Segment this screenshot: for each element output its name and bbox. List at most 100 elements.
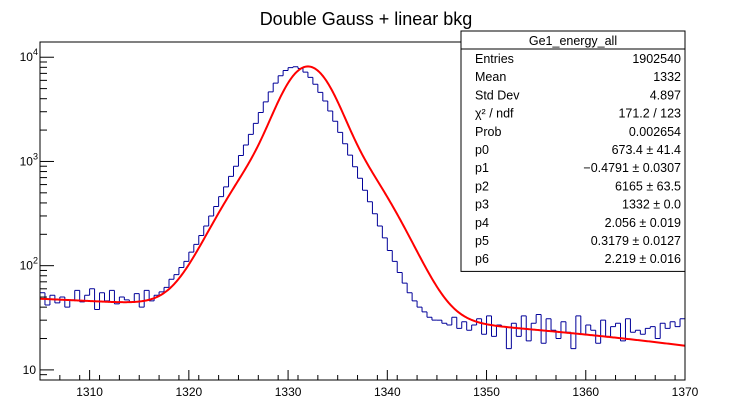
histogram-bin <box>649 326 656 329</box>
chart-title: Double Gauss + linear bkg <box>260 9 473 29</box>
histogram-bin <box>535 314 542 324</box>
histogram-bin <box>659 322 666 339</box>
histogram-bin <box>94 288 100 310</box>
histogram-bin <box>337 121 343 133</box>
stats-row-label: p6 <box>475 252 489 266</box>
stats-box: Ge1_energy_all Entries 1902540 Mean 1332 Std … <box>460 30 686 272</box>
histogram-bin <box>610 326 616 337</box>
histogram-bin <box>634 329 641 333</box>
stats-row-value: 171.2 / 123 <box>618 107 681 121</box>
histogram-bin <box>371 201 378 215</box>
histogram-bin <box>585 324 591 335</box>
histogram-bin <box>322 92 328 102</box>
histogram-bin <box>233 165 239 177</box>
fit-curve <box>39 65 686 347</box>
stats-box-frame <box>460 30 686 272</box>
stats-row-label: Std Dev <box>475 88 520 102</box>
histogram-bin <box>203 225 209 236</box>
stats-row-value: 4.897 <box>650 88 681 102</box>
histogram-bin <box>342 132 348 145</box>
histogram-bin <box>466 321 472 331</box>
histogram-bin <box>376 213 383 227</box>
histogram-bin <box>292 66 298 68</box>
stats-row-value: −0.4791 ± 0.0307 <box>583 161 681 175</box>
stats-row-value: 1902540 <box>632 52 681 66</box>
histogram-bin <box>262 101 269 113</box>
histogram-bin <box>446 323 452 326</box>
histogram-bin <box>406 283 413 294</box>
histogram-bin <box>267 91 274 102</box>
stats-row-value: 2.056 ± 0.019 <box>605 216 681 230</box>
histogram-bin <box>461 321 467 329</box>
stats-row-label: p1 <box>475 161 489 175</box>
stats-row-label: p0 <box>475 143 489 157</box>
stats-row-label: p5 <box>475 234 489 248</box>
histogram-bin <box>104 292 110 302</box>
histogram-bin <box>550 318 556 331</box>
stats-row-value: 673.4 ± 41.4 <box>612 143 681 157</box>
histogram-bin <box>520 315 527 337</box>
x-tick-label: 1340 <box>374 385 401 399</box>
histogram-bin <box>669 321 676 329</box>
histogram-bin <box>188 251 194 262</box>
histogram-bin <box>317 84 323 93</box>
histogram-bin <box>123 297 130 301</box>
histogram-bin <box>391 250 398 262</box>
histogram-bin <box>272 82 279 92</box>
histogram-bin <box>565 321 571 333</box>
histogram-bin <box>401 272 408 284</box>
x-tick-label: 1350 <box>473 385 500 399</box>
histogram-bin <box>287 67 294 71</box>
y-tick-label: 102 <box>20 256 38 273</box>
histogram-bin <box>302 68 308 73</box>
histogram-bin <box>386 237 393 251</box>
histogram-bin <box>362 178 368 191</box>
histogram-bin <box>426 311 432 318</box>
histogram-bin <box>615 322 621 327</box>
histogram-bin <box>575 315 581 349</box>
histogram-bin <box>471 324 477 331</box>
stats-row-label: Entries <box>475 52 514 66</box>
x-tick-label: 1330 <box>275 385 302 399</box>
stats-row-value: 1332 ± 0.0 <box>622 198 681 212</box>
histogram-bin <box>277 75 284 84</box>
fit-layer <box>39 65 686 347</box>
x-tick-label: 1370 <box>672 385 699 399</box>
stats-row-value: 0.002654 <box>629 125 681 139</box>
histogram-bin <box>421 307 427 313</box>
histogram-bin <box>183 260 189 268</box>
histogram-bin <box>237 155 244 167</box>
histogram-bin <box>451 316 457 325</box>
histogram-bin <box>357 166 363 179</box>
histogram-bin <box>530 322 537 341</box>
histogram-bin <box>570 332 576 350</box>
histogram-bin <box>431 317 437 321</box>
histogram-bin <box>411 292 418 302</box>
histogram-bin <box>481 318 487 335</box>
histogram-bin <box>352 155 358 168</box>
histogram-bin <box>580 315 586 335</box>
stats-row-value: 1332 <box>653 70 681 84</box>
axes-layer: 1310 1320 1330 1340 1350 1360 1370 10 102 103 104 <box>20 47 699 399</box>
histogram-bin <box>515 323 522 337</box>
histogram-bin <box>228 175 234 187</box>
histogram-bin <box>158 291 165 296</box>
histogram-bin <box>456 317 462 329</box>
histogram-bin <box>629 318 636 333</box>
histogram-bin <box>600 319 606 344</box>
stats-row-value: 0.3179 ± 0.0127 <box>591 234 681 248</box>
histogram-bin <box>347 143 353 156</box>
histogram-bin <box>312 77 318 85</box>
histogram-bin <box>332 110 338 122</box>
y-tick-label: 10 <box>23 363 37 377</box>
histogram-bin <box>213 205 219 216</box>
histogram-bin <box>173 274 179 280</box>
histogram-bin <box>223 186 229 197</box>
x-tick-label: 1310 <box>76 385 103 399</box>
stats-row-label: Prob <box>475 125 501 139</box>
histogram-bin <box>64 297 70 308</box>
histogram-bin <box>595 330 601 344</box>
histogram-bin <box>644 327 651 335</box>
histogram-layer <box>40 66 685 350</box>
